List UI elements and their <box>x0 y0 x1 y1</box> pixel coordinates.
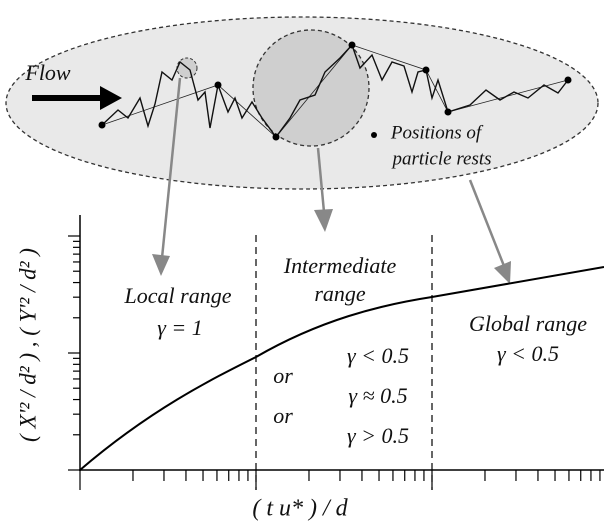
region-condition: γ > 0.5 <box>347 423 409 448</box>
region-title: Local range <box>124 283 232 308</box>
region-title: Intermediate <box>283 253 397 278</box>
flow-label: Flow <box>24 60 71 85</box>
legend-text: particle rests <box>390 148 491 169</box>
region-condition: γ < 0.5 <box>347 343 409 368</box>
legend-text: Positions of <box>390 122 484 143</box>
region-condition: γ ≈ 0.5 <box>348 383 407 408</box>
region-condition: γ = 1 <box>157 315 203 340</box>
region-title: Global range <box>469 311 587 336</box>
legend-dot <box>371 132 377 138</box>
region-title: range <box>314 281 366 306</box>
region-connector: or <box>273 403 293 428</box>
y-axis-label: ( X'² / d² ) , ( Y'² / d² ) <box>15 248 40 442</box>
region-condition: γ < 0.5 <box>497 341 559 366</box>
figure: Flow Positions of particle rests Local r… <box>0 0 604 527</box>
region-connector: or <box>273 363 293 388</box>
x-axis-label: ( t u* ) / d <box>252 496 348 522</box>
